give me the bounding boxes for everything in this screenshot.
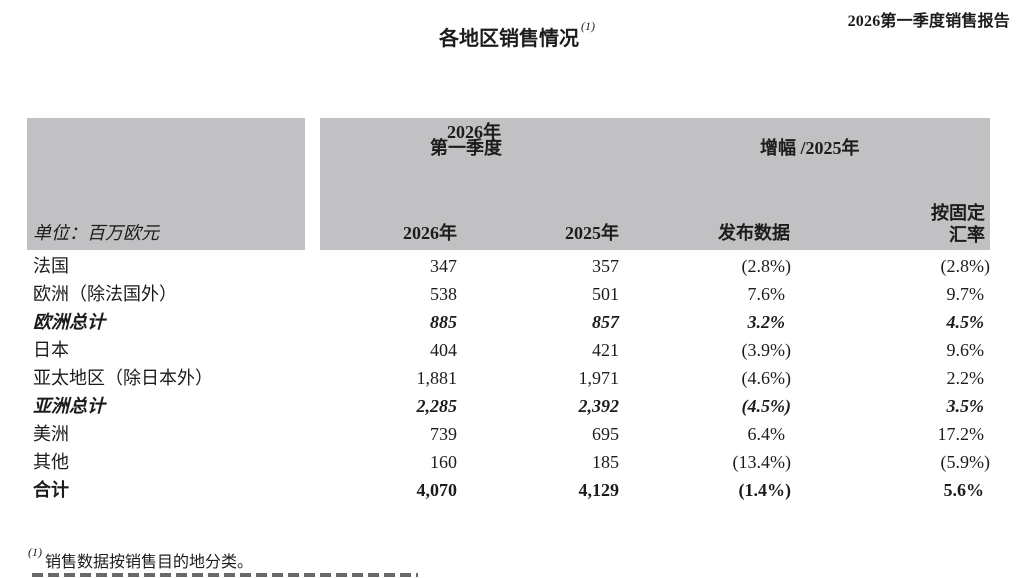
footnote-text: 销售数据按销售目的地分类。: [45, 554, 254, 571]
table-row-grand-total: 合计 4,070 4,129 (1.4%) 5.6%: [27, 476, 990, 504]
table-row-other: 其他 160 185 (13.4%) (5.9%): [27, 448, 990, 476]
table-row-europe-excl-france: 欧洲（除法国外） 538 501 7.6% 9.7%: [27, 280, 990, 308]
cell-2026: 160: [430, 452, 457, 472]
cell-constant: (2.8%): [940, 256, 990, 276]
column-group-growth: 增幅 /2025年: [760, 138, 860, 158]
cell-published: (1.4%): [738, 480, 792, 500]
cell-published: (3.9%): [741, 340, 791, 360]
column-header-2026: 2026年: [447, 122, 501, 142]
cell-published: (13.4%): [732, 452, 791, 472]
table-header-right-block: [320, 118, 990, 250]
cell-2025: 857: [592, 312, 619, 332]
cell-constant: 2.2%: [946, 368, 985, 388]
title-footnote-ref: (1): [581, 19, 595, 34]
cell-published: (4.5%): [741, 396, 791, 416]
cell-2025: 501: [592, 284, 619, 304]
row-label: 欧洲总计: [33, 312, 105, 332]
cell-constant: 4.5%: [946, 312, 985, 332]
cell-constant: 9.6%: [946, 340, 985, 360]
cell-constant: 17.2%: [937, 424, 985, 444]
row-label: 日本: [33, 340, 69, 360]
cell-2025: 421: [592, 340, 619, 360]
row-label: 美洲: [33, 424, 69, 444]
table-row-japan: 日本 404 421 (3.9%) 9.6%: [27, 336, 990, 364]
cell-2026: 404: [430, 340, 457, 360]
cell-2026: 2,285: [416, 396, 458, 416]
cell-published: (4.6%): [741, 368, 791, 388]
cell-2026: 4,070: [416, 480, 458, 500]
cell-published: 7.6%: [747, 284, 786, 304]
cell-2025: 4,129: [578, 480, 620, 500]
cell-2026: 885: [430, 312, 457, 332]
cell-2026: 347: [430, 256, 457, 276]
table-body: 法国 347 357 (2.8%) (2.8%) 欧洲（除法国外） 538 50…: [27, 252, 990, 504]
table-header-left-block: 单位：百万欧元: [27, 118, 305, 250]
cell-2025: 1,971: [578, 368, 620, 388]
footnote: (1)销售数据按销售目的地分类。: [28, 544, 254, 572]
row-label: 其他: [33, 452, 69, 472]
row-label: 法国: [33, 256, 69, 276]
page-title: 各地区销售情况(1): [0, 19, 1034, 51]
column-group-q1: 第一季度: [430, 138, 502, 158]
cell-constant: 9.7%: [946, 284, 985, 304]
cell-2026: 739: [430, 424, 457, 444]
cell-2025: 185: [592, 452, 619, 472]
cell-published: (2.8%): [741, 256, 791, 276]
footnote-ref: (1): [28, 544, 42, 559]
table-row-apac-excl-japan: 亚太地区（除日本外） 1,881 1,971 (4.6%) 2.2%: [27, 364, 990, 392]
table-row-asia-total: 亚洲总计 2,285 2,392 (4.5%) 3.5%: [27, 392, 990, 420]
table-row-france: 法国 347 357 (2.8%) (2.8%): [27, 252, 990, 280]
row-label: 合计: [33, 480, 69, 500]
row-label: 欧洲（除法国外）: [33, 284, 177, 304]
clipped-text-line: [32, 573, 418, 577]
page-title-text: 各地区销售情况: [439, 28, 579, 50]
report-header: 2026第一季度销售报告: [847, 13, 1010, 30]
cell-constant: 3.5%: [946, 396, 985, 416]
cell-constant: (5.9%): [940, 452, 990, 472]
unit-label: 单位：百万欧元: [33, 223, 159, 243]
cell-2025: 357: [592, 256, 619, 276]
cell-published: 3.2%: [747, 312, 786, 332]
cell-published: 6.4%: [747, 424, 786, 444]
cell-2025: 695: [592, 424, 619, 444]
table-row-americas: 美洲 739 695 6.4% 17.2%: [27, 420, 990, 448]
row-label: 亚洲总计: [33, 396, 105, 416]
row-label: 亚太地区（除日本外）: [33, 368, 213, 388]
cell-2026: 1,881: [416, 368, 458, 388]
cell-2026: 538: [430, 284, 457, 304]
table-row-europe-total: 欧洲总计 885 857 3.2% 4.5%: [27, 308, 990, 336]
cell-constant: 5.6%: [943, 480, 985, 500]
cell-2025: 2,392: [578, 396, 620, 416]
